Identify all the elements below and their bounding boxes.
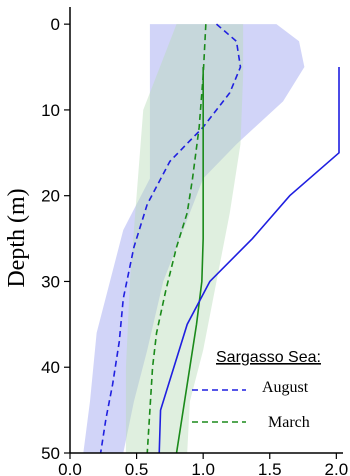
- series-line-august: [99, 23, 242, 454]
- y-tick-label: 20: [41, 187, 60, 206]
- series-line-solid-3: [158, 67, 340, 454]
- legend-label-march: March: [268, 414, 310, 431]
- band-august: [83, 24, 305, 454]
- y-tick-label: 0: [51, 15, 60, 34]
- series-line-march: [146, 24, 207, 454]
- y-tick-label: 10: [41, 101, 60, 120]
- y-ticks: 0 10 20 30 40 50: [41, 15, 70, 463]
- y-tick-label: 50: [41, 444, 60, 463]
- legend-title: Sargasso Sea:: [216, 349, 321, 366]
- x-tick-label: 2.0: [325, 460, 349, 476]
- x-ticks: 0.0 0.5 1.0 1.5 2.0: [58, 453, 348, 476]
- band-march: [125, 24, 244, 454]
- legend: Sargasso Sea: August March: [192, 349, 321, 431]
- x-tick-label: 1.5: [258, 460, 282, 476]
- x-tick-label: 0.5: [125, 460, 149, 476]
- legend-label-august: August: [262, 379, 309, 396]
- series-lines: [99, 23, 340, 454]
- confidence-bands: [83, 24, 305, 454]
- x-tick-label: 0.0: [58, 460, 82, 476]
- y-tick-label: 40: [41, 358, 60, 377]
- y-tick-label: 30: [41, 272, 60, 291]
- axes: [69, 7, 343, 454]
- x-tick-label: 1.0: [191, 460, 215, 476]
- y-axis-label: Depth (m): [4, 188, 30, 287]
